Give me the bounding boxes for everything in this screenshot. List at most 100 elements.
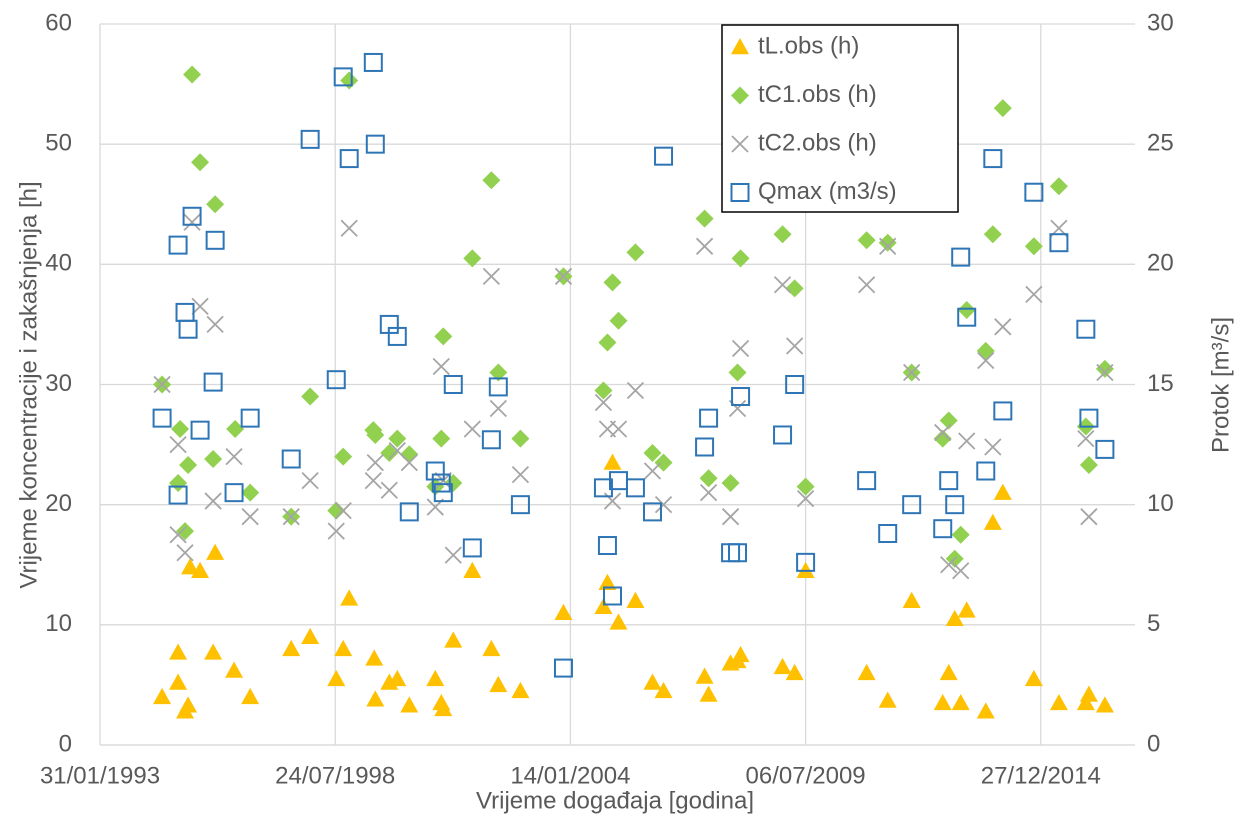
triangle-marker — [951, 693, 970, 711]
cross-marker — [786, 337, 804, 355]
triangle-marker — [598, 573, 617, 590]
square-marker — [939, 471, 959, 491]
square-marker — [224, 483, 244, 503]
cross-marker — [225, 447, 243, 466]
cross-marker — [903, 363, 921, 382]
diamond-marker — [334, 447, 353, 466]
square-marker — [983, 149, 1003, 169]
square-marker — [365, 134, 385, 154]
triangle-marker — [731, 645, 750, 663]
square-marker — [945, 495, 965, 515]
diamond-marker — [1024, 237, 1043, 256]
y2-tick-label: 0 — [1147, 730, 1160, 757]
square-marker — [721, 543, 741, 563]
square-marker — [1076, 319, 1096, 339]
cross-marker — [594, 393, 613, 412]
x-tick-label: 14/01/2004 — [510, 762, 630, 789]
square-marker — [857, 471, 877, 491]
legend-box — [721, 24, 959, 213]
cross-marker — [241, 508, 259, 526]
triangle-marker — [204, 643, 223, 660]
triangle-marker — [554, 603, 573, 621]
cross-marker — [191, 297, 209, 316]
cross-marker — [731, 135, 749, 153]
diamond-marker — [169, 474, 188, 493]
cross-marker — [857, 276, 876, 294]
triangle-marker — [1049, 693, 1068, 711]
square-marker — [933, 519, 953, 539]
x-tick-label: 24/07/1998 — [275, 762, 395, 789]
triangle-marker — [334, 639, 353, 657]
triangle-marker — [945, 609, 964, 627]
triangle-marker — [695, 667, 714, 684]
cross-marker — [977, 351, 995, 370]
diamond-marker — [1079, 456, 1098, 475]
square-marker — [333, 67, 353, 87]
cross-marker — [364, 471, 382, 490]
cross-marker — [400, 453, 418, 472]
cross-marker — [879, 237, 897, 255]
cross-marker — [994, 318, 1012, 336]
cross-marker — [183, 213, 201, 231]
diamond-marker — [489, 363, 508, 382]
square-marker — [957, 307, 977, 327]
y-tick-label: 50 — [45, 130, 72, 157]
cross-marker — [731, 339, 750, 358]
triangle-marker — [993, 483, 1012, 500]
diamond-marker — [400, 445, 419, 464]
triangle-marker — [340, 589, 359, 606]
cross-marker — [301, 471, 319, 490]
diamond-marker — [434, 327, 453, 346]
y-axis-title: Vrijeme koncentracije i zakašnjenja [h] — [15, 181, 42, 588]
diamond-marker — [957, 300, 976, 319]
cross-marker — [721, 508, 740, 526]
square-marker — [603, 586, 623, 606]
square-marker — [387, 326, 407, 346]
square-marker — [339, 149, 359, 169]
square-marker — [510, 495, 530, 515]
square-marker — [654, 146, 674, 166]
cross-marker — [334, 502, 352, 520]
square-marker — [699, 408, 719, 428]
triangle-marker — [1076, 693, 1095, 711]
triangle-marker — [365, 649, 384, 666]
diamond-marker — [951, 525, 970, 544]
diamond-marker — [327, 501, 346, 520]
square-marker — [178, 319, 198, 339]
series — [153, 213, 1114, 580]
cross-marker — [1025, 285, 1043, 304]
triangle-marker — [878, 691, 897, 708]
triangle-marker — [388, 669, 407, 687]
diamond-marker — [983, 225, 1002, 244]
square-marker — [190, 420, 210, 440]
triangle-marker — [773, 657, 792, 675]
y-tick-label: 60 — [45, 9, 72, 36]
diamond-marker — [626, 243, 645, 262]
cross-marker — [609, 420, 628, 438]
diamond-marker — [444, 474, 463, 493]
diamond-marker — [654, 453, 673, 472]
x-tick-label: 06/07/2009 — [746, 762, 866, 789]
cross-marker — [511, 465, 530, 484]
triangle-marker — [179, 696, 198, 713]
diamond-marker — [463, 249, 482, 268]
triangle-marker — [426, 669, 445, 687]
diamond-marker — [226, 419, 245, 438]
square-marker — [488, 377, 508, 397]
triangle-marker — [983, 513, 1002, 530]
square-marker — [462, 538, 482, 558]
series — [153, 65, 1114, 568]
cross-marker — [282, 508, 300, 526]
triangle-marker — [1024, 669, 1043, 687]
triangle-marker — [857, 663, 876, 681]
diamond-marker — [939, 411, 958, 430]
triangle-marker — [282, 639, 301, 657]
diamond-marker — [695, 209, 714, 228]
square-marker — [326, 370, 346, 390]
triangle-marker — [731, 38, 749, 55]
square-marker — [730, 183, 750, 202]
square-marker — [642, 502, 662, 522]
diamond-marker — [388, 429, 407, 448]
diamond-marker — [171, 419, 190, 438]
